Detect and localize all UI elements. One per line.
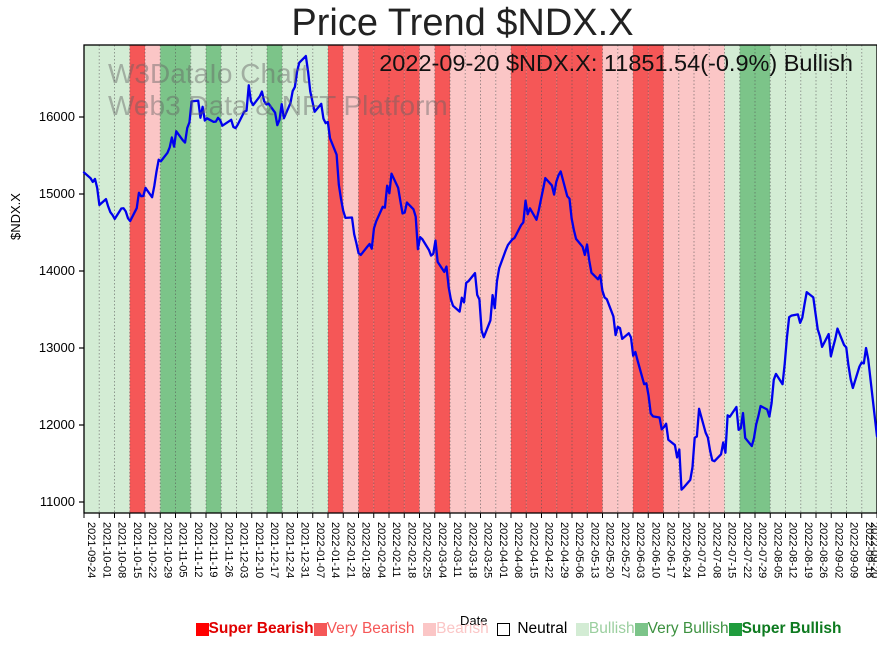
svg-text:2022-07-15: 2022-07-15 [726,522,738,578]
svg-text:2022-05-13: 2022-05-13 [588,522,600,578]
svg-text:2022-08-26: 2022-08-26 [817,522,829,578]
svg-text:12000: 12000 [39,417,75,432]
svg-text:2022-09-20: 2022-09-20 [868,522,877,578]
svg-text:2022-04-29: 2022-04-29 [558,522,570,578]
svg-text:2022-06-24: 2022-06-24 [680,522,692,578]
svg-text:2022-04-08: 2022-04-08 [512,522,524,578]
svg-text:2022-01-14: 2022-01-14 [329,522,341,578]
svg-text:2021-12-24: 2021-12-24 [283,522,295,578]
svg-text:2021-10-15: 2021-10-15 [131,522,143,578]
svg-text:2021-09-24: 2021-09-24 [85,522,97,578]
svg-text:2021-12-17: 2021-12-17 [268,522,280,578]
svg-text:2022-03-25: 2022-03-25 [482,522,494,578]
svg-text:2022-02-04: 2022-02-04 [375,522,387,578]
svg-text:2022-09-09: 2022-09-09 [848,522,860,578]
svg-text:2022-06-03: 2022-06-03 [634,522,646,578]
svg-text:11000: 11000 [40,494,75,509]
svg-text:2021-11-12: 2021-11-12 [192,522,204,577]
svg-text:2021-12-31: 2021-12-31 [299,522,311,578]
svg-text:2022-07-22: 2022-07-22 [741,522,753,578]
svg-text:2021-10-08: 2021-10-08 [116,522,128,578]
svg-text:2021-12-10: 2021-12-10 [253,522,265,578]
svg-text:2021-10-29: 2021-10-29 [161,522,173,578]
svg-text:2021-11-05: 2021-11-05 [177,522,189,577]
svg-text:2022-06-17: 2022-06-17 [665,522,677,578]
svg-text:2022-05-27: 2022-05-27 [619,522,631,578]
svg-text:2022-01-28: 2022-01-28 [360,522,372,578]
svg-text:2022-07-29: 2022-07-29 [756,522,768,578]
svg-text:2022-05-20: 2022-05-20 [604,522,616,578]
svg-text:2022-05-06: 2022-05-06 [573,522,585,578]
svg-text:2021-10-22: 2021-10-22 [146,522,158,578]
svg-text:2022-06-10: 2022-06-10 [649,522,661,578]
svg-text:2022-02-25: 2022-02-25 [421,522,433,578]
svg-text:2022-03-18: 2022-03-18 [466,522,478,578]
svg-text:13000: 13000 [39,340,75,355]
svg-text:2022-01-07: 2022-01-07 [314,522,326,578]
svg-text:2022-04-22: 2022-04-22 [543,522,555,578]
svg-text:2021-10-01: 2021-10-01 [100,522,112,578]
svg-text:2022-08-12: 2022-08-12 [787,522,799,578]
svg-text:2022-02-18: 2022-02-18 [405,522,417,578]
svg-text:2021-11-26: 2021-11-26 [222,522,234,577]
svg-text:2022-09-02: 2022-09-02 [832,522,844,578]
svg-text:2022-04-01: 2022-04-01 [497,522,509,578]
svg-text:2022-07-01: 2022-07-01 [695,522,707,578]
svg-text:2021-11-19: 2021-11-19 [207,522,219,577]
svg-text:14000: 14000 [39,263,75,278]
svg-text:2022-08-19: 2022-08-19 [802,522,814,578]
svg-text:2022-04-15: 2022-04-15 [527,522,539,578]
svg-text:2022-07-08: 2022-07-08 [710,522,722,578]
svg-text:2022-01-21: 2022-01-21 [344,522,356,578]
svg-text:16000: 16000 [39,109,75,124]
svg-text:2022-08-05: 2022-08-05 [771,522,783,578]
svg-text:2022-03-11: 2022-03-11 [451,522,463,577]
svg-text:2022-03-04: 2022-03-04 [436,522,448,578]
svg-text:15000: 15000 [39,186,75,201]
svg-text:2021-12-03: 2021-12-03 [238,522,250,578]
svg-text:2022-02-11: 2022-02-11 [390,522,402,577]
